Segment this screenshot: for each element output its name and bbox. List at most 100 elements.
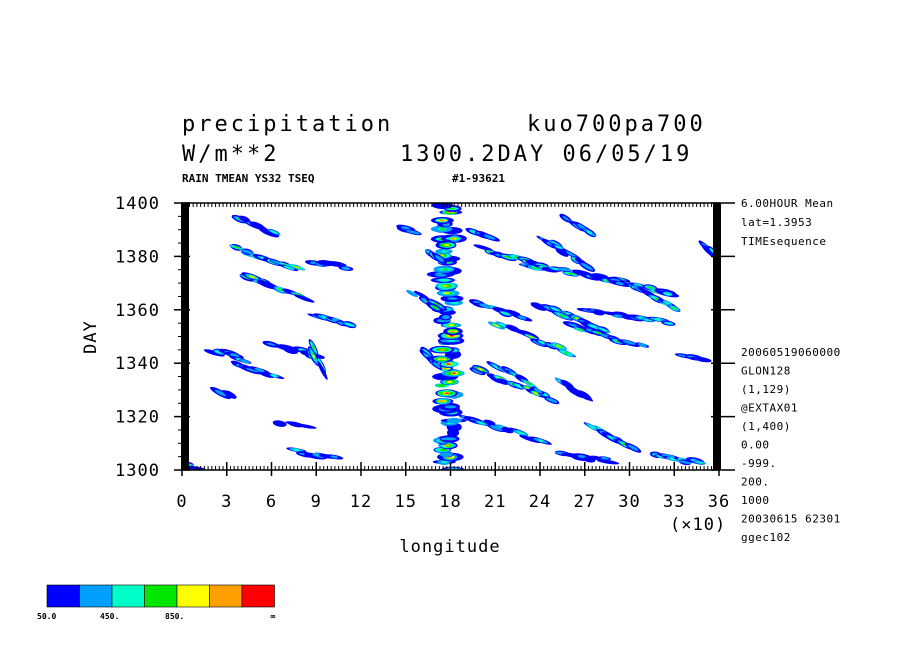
rain-cell [589,455,602,460]
rain-cell [513,383,524,389]
rain-cell [498,323,507,327]
rain-cell [233,246,240,249]
rain-cell [317,360,328,380]
rain-feature-2 [229,243,306,272]
rain-cell [450,301,459,304]
rain-feature-32 [649,451,707,466]
rain-cell [596,459,620,465]
rain-cell [615,281,624,286]
rain-feature-21 [468,299,533,322]
rain-cell [259,371,275,378]
colorbar-swatch [46,584,80,608]
rain-cell [546,397,558,403]
side-info-line: 20030615 62301 [741,513,841,526]
rain-feature-3 [239,272,315,303]
x-tick-label: 30 [618,492,640,512]
colorbar-label: 50.0 [37,612,56,621]
rain-cell [501,426,514,434]
side-info-line: lat=1.3953 [741,216,812,229]
rain-cell [241,249,254,255]
rain-feature-11 [272,420,317,429]
rain-cell [439,451,453,457]
rain-cell [447,297,458,300]
rain-cell [627,444,639,451]
time-title: 1300.2DAY 06/05/19 [400,142,692,167]
rain-cell [589,324,598,329]
rain-cell [450,330,455,333]
x-tick-label: 36 [708,492,730,512]
rain-feature-4 [305,260,354,271]
rain-cell [662,300,673,306]
rain-cell [449,334,454,337]
rain-feature-12 [286,447,344,460]
colorbar-swatch [209,584,243,608]
colorbar: 50.0 450. 850. ∞ [37,584,276,621]
rain-feature-13 [396,224,422,236]
rain-cell [277,288,285,291]
side-info-line: 1000 [741,494,770,507]
rain-cell [613,314,625,318]
rain-cell [452,372,456,375]
side-info-line: TIMEsequence [741,235,826,248]
rain-cell [448,324,455,327]
rain-cell [473,244,493,251]
colorbar-swatch [144,584,178,608]
rain-cell [525,381,533,386]
rain-cell [433,361,441,368]
left-edge-band [181,203,189,470]
rain-cell [440,437,457,441]
rain-cell [450,237,455,240]
rain-cell [294,266,299,269]
y-tick-label: 1360 [115,301,160,321]
rain-feature-16 [518,263,633,287]
side-info-line: ggec102 [741,531,791,544]
rain-cell [695,357,712,363]
rain-cell [477,421,486,425]
rain-cell [562,216,570,221]
rain-cell [555,248,569,257]
rain-cell [439,448,448,452]
rain-cell [588,424,596,430]
rain-cell [533,387,542,394]
rain-cell [489,425,504,431]
rain-cell [516,431,526,435]
rain-feature-14 [465,227,500,242]
rain-cell [483,419,496,426]
rain-cell [295,423,317,429]
x-axis-label: longitude [399,537,500,557]
rain-cell [654,317,662,321]
rain-cell [577,454,586,459]
rain-cell [592,309,605,316]
y-tick-label: 1300 [115,461,160,481]
rain-cell [445,285,449,287]
rain-cell [531,267,540,269]
side-info-line: @EXTAX01 [741,402,798,415]
rain-feature-23 [530,302,611,334]
rain-cell [442,268,448,271]
rain-cell [662,292,673,296]
x-tick-label: 24 [529,492,551,512]
rain-cell [214,350,225,354]
rain-feature-28 [458,414,552,445]
side-info-line: (1,129) [741,383,791,396]
x-tick-label: 21 [484,492,506,512]
rain-cell [433,302,440,307]
rain-cell [478,367,484,371]
rain-cell [551,307,560,312]
rain-cell [564,352,569,355]
rain-cell [431,305,439,310]
rain-cell [492,364,501,370]
colorbar-swatch [176,584,210,608]
rain-feature-6 [203,348,252,364]
rain-feature-26 [469,364,560,405]
side-info-line: 0.00 [741,439,770,452]
rain-cell [413,290,430,300]
colorbar-label: 850. [165,612,184,621]
rain-cell [272,420,287,427]
rain-cell [441,460,448,464]
x-tick-label: 33 [663,492,685,512]
rain-cell [637,342,647,348]
rain-cell [587,230,593,235]
rain-feature-25 [576,308,676,326]
rain-feature-38 [424,249,447,265]
